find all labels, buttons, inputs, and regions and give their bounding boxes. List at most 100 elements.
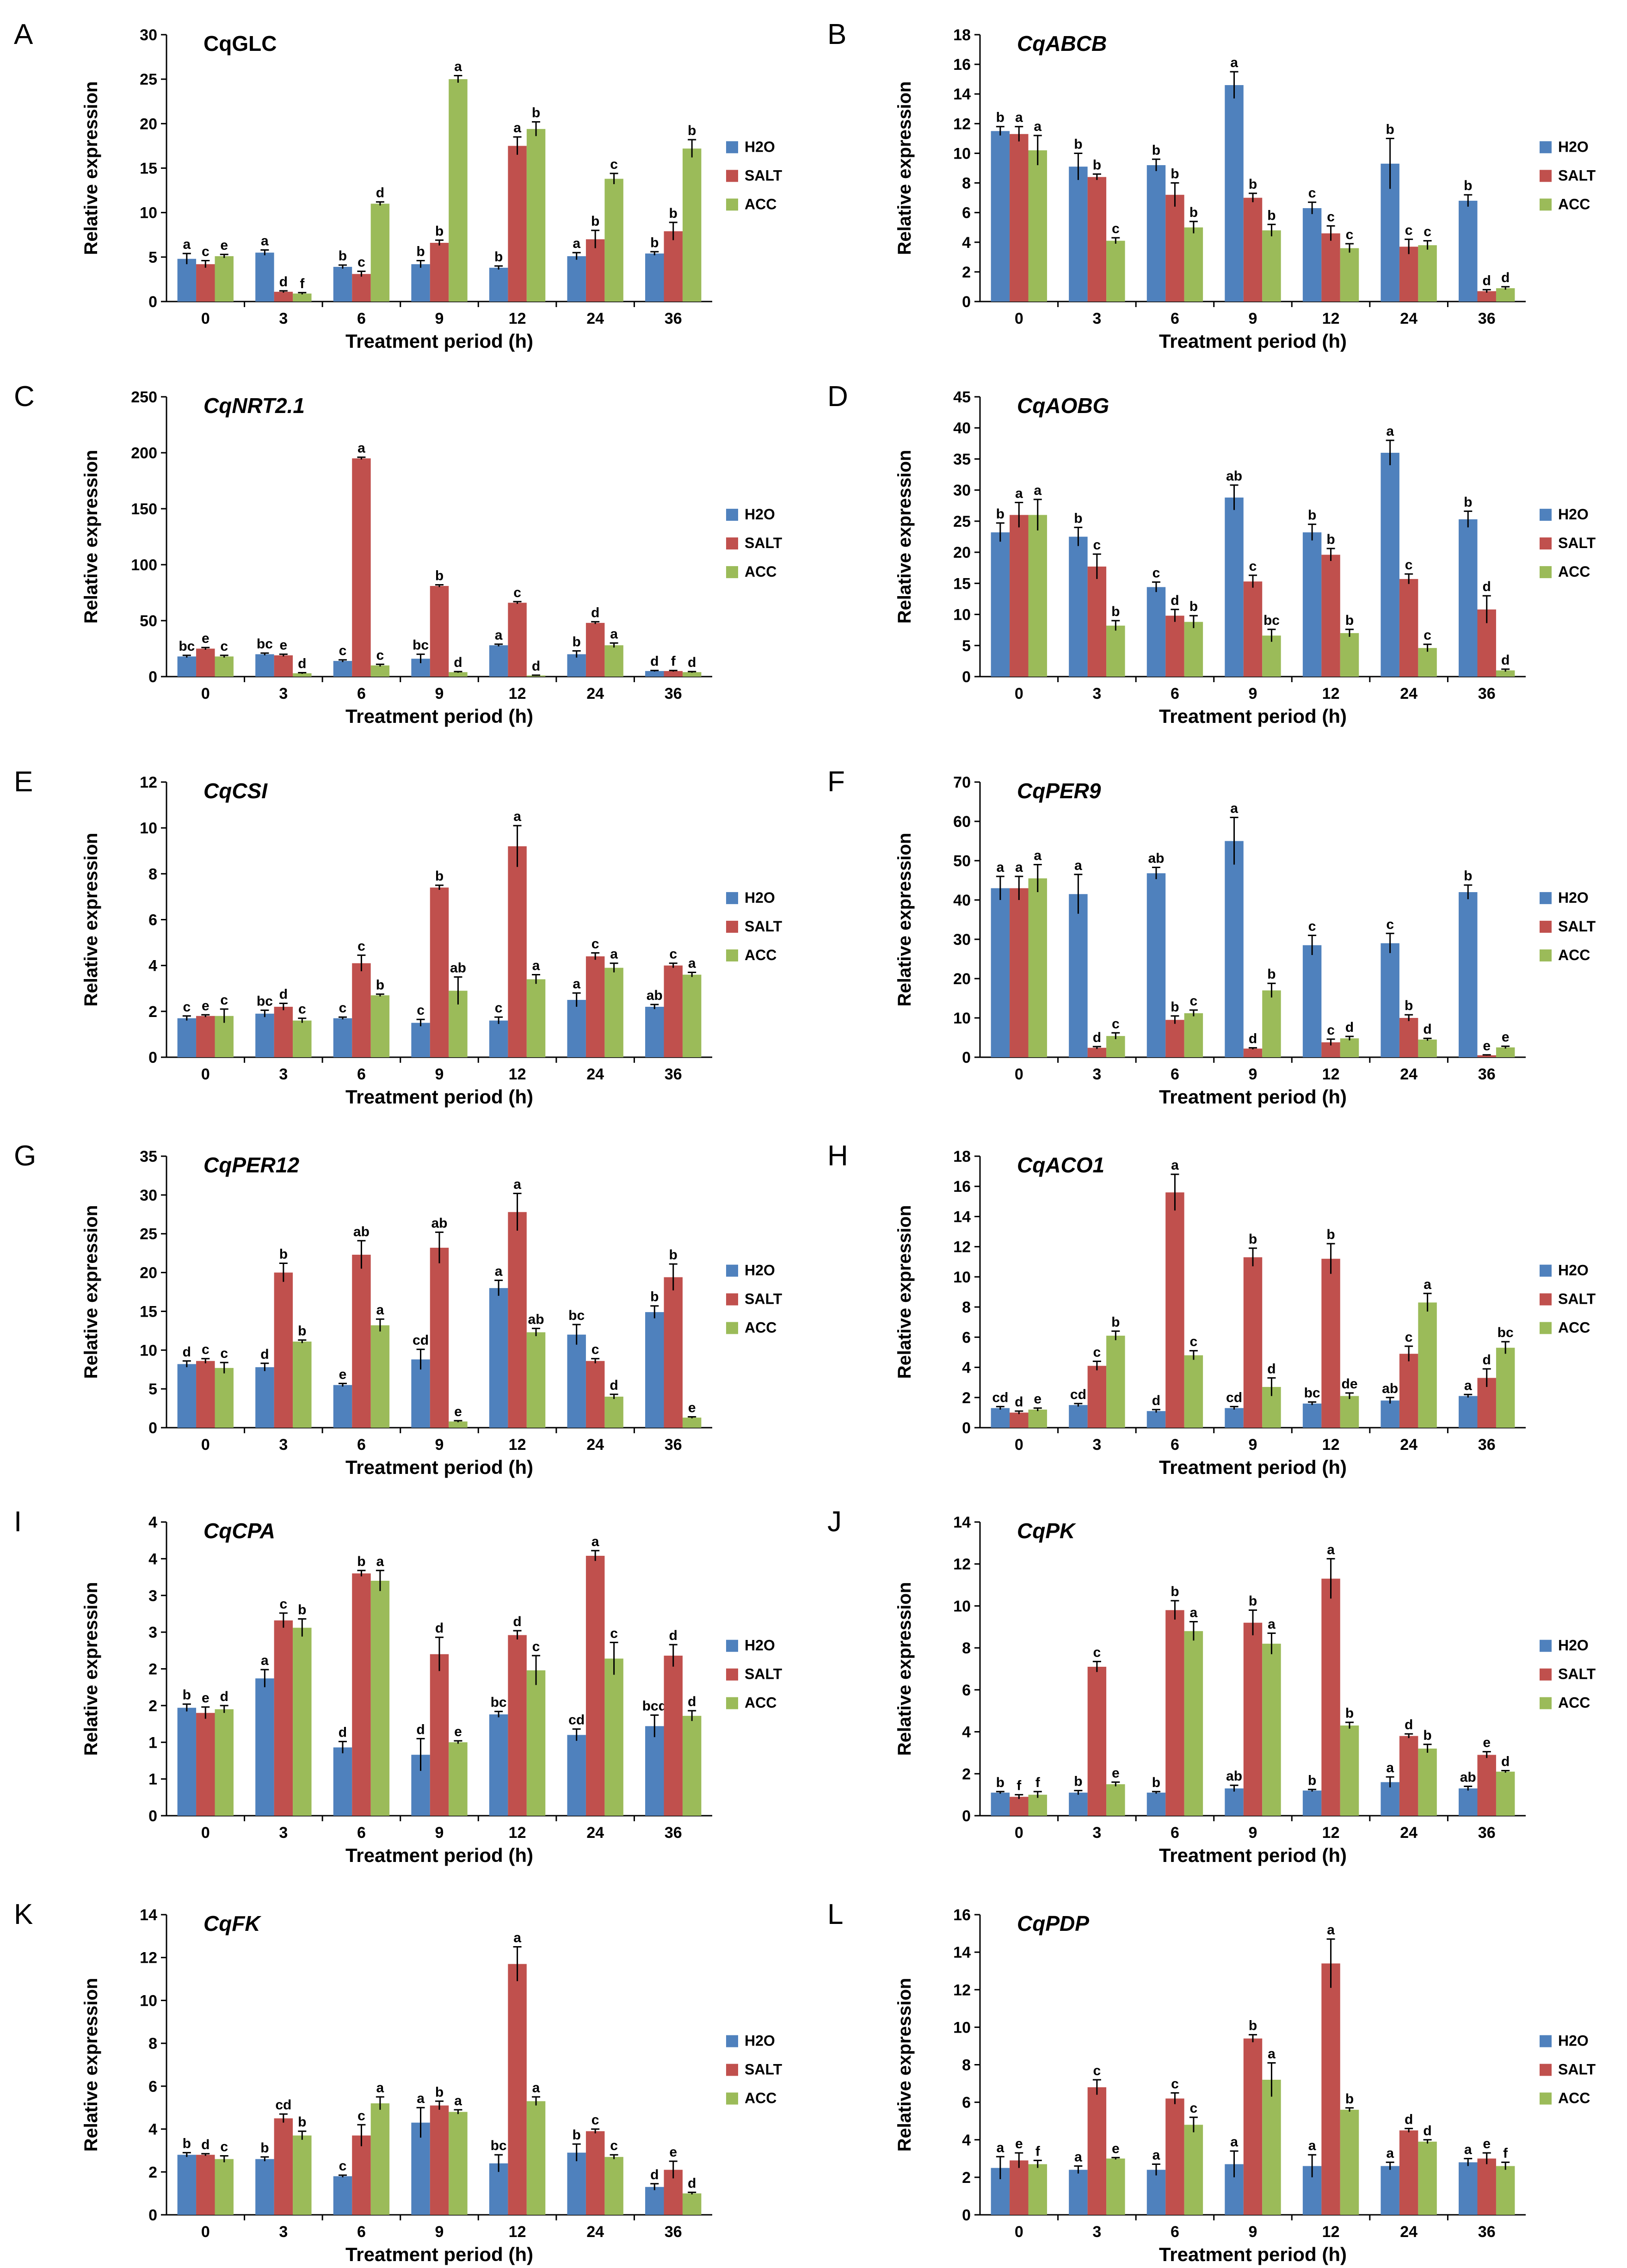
bar-salt-3 — [274, 655, 293, 677]
significance-letter-e: a — [513, 809, 521, 824]
bar-salt-0 — [196, 1016, 215, 1057]
significance-letter-i: bcd — [642, 1699, 667, 1714]
bar-acc-12 — [1340, 2109, 1359, 2215]
x-tick-label-f: 36 — [1478, 1066, 1496, 1083]
y-tick-label-l: 12 — [953, 1981, 971, 1999]
x-tick-label-h: 6 — [1171, 1436, 1179, 1454]
bar-salt-3 — [274, 1006, 293, 1057]
significance-letter-d: c — [1249, 559, 1257, 574]
significance-letter-k: b — [298, 2114, 306, 2130]
bar-h2o-12 — [1302, 1790, 1322, 1816]
bar-acc-9 — [449, 79, 468, 302]
bar-salt-36 — [664, 671, 683, 677]
y-tick-label-c: 200 — [131, 444, 157, 462]
legend-swatch-h2o — [726, 892, 738, 904]
bar-salt-12 — [508, 1964, 527, 2215]
bar-salt-24 — [1399, 579, 1418, 677]
significance-letter-l: d — [1423, 2123, 1431, 2139]
significance-letter-a: a — [261, 233, 269, 248]
x-tick-label-i: 3 — [279, 1824, 288, 1842]
bar-acc-36 — [1496, 2166, 1515, 2215]
bar-h2o-36 — [1459, 201, 1478, 302]
bar-acc-3 — [293, 1627, 312, 1816]
legend-label-h2o: H2O — [1558, 138, 1589, 155]
significance-letter-k: b — [573, 2127, 581, 2143]
legend-label-h2o: H2O — [745, 1262, 775, 1279]
bar-h2o-0 — [177, 2155, 197, 2215]
y-tick-label-h: 2 — [962, 1389, 971, 1407]
bar-acc-3 — [293, 1341, 312, 1428]
significance-letter-b: c — [1327, 210, 1335, 225]
bar-salt-9 — [1243, 1048, 1263, 1057]
bar-salt-3 — [1087, 177, 1107, 302]
significance-letter-b: b — [1189, 205, 1198, 220]
x-tick-label-j: 0 — [1015, 1824, 1023, 1842]
bar-salt-24 — [1399, 1354, 1418, 1428]
y-tick-label-i: 4 — [148, 1514, 157, 1531]
y-tick-label-d: 0 — [962, 668, 971, 686]
significance-letter-h: cd — [992, 1390, 1008, 1405]
x-tick-label-g: 0 — [201, 1436, 210, 1454]
y-axis-label-b: Relative expression — [894, 81, 915, 255]
significance-letter-f: b — [1267, 967, 1276, 982]
legend-swatch-acc — [726, 949, 738, 961]
significance-letter-g: e — [454, 1404, 462, 1419]
bar-salt-24 — [1399, 1736, 1418, 1816]
significance-letter-h: de — [1342, 1376, 1358, 1392]
legend-label-h2o: H2O — [1558, 2033, 1589, 2049]
significance-letter-h: b — [1326, 1227, 1335, 1242]
legend-swatch-salt — [726, 1668, 738, 1681]
y-tick-label-h: 0 — [962, 1419, 971, 1437]
x-tick-label-i: 6 — [357, 1824, 366, 1842]
significance-letter-h: b — [1249, 1232, 1257, 1247]
significance-letter-d: ab — [1226, 468, 1242, 484]
bar-acc-24 — [1418, 1748, 1437, 1816]
x-axis-label-b: Treatment period (h) — [1159, 330, 1347, 352]
x-tick-label-g: 9 — [435, 1436, 444, 1454]
significance-letter-l: a — [1152, 2147, 1160, 2163]
bar-acc-3 — [1106, 2158, 1125, 2215]
significance-letter-l: c — [1171, 2076, 1179, 2091]
significance-letter-j: b — [1423, 1728, 1431, 1743]
significance-letter-l: e — [1112, 2141, 1120, 2156]
y-tick-label-h: 12 — [953, 1239, 971, 1256]
bar-h2o-6 — [1146, 165, 1166, 302]
chart-title-g: CqPER12 — [203, 1153, 299, 1177]
y-tick-label-j: 0 — [962, 1807, 971, 1825]
x-axis-label-f: Treatment period (h) — [1159, 1086, 1347, 1108]
bar-acc-36 — [682, 1418, 702, 1428]
legend-label-salt: SALT — [745, 167, 783, 184]
x-axis-label-g: Treatment period (h) — [345, 1456, 533, 1478]
bar-salt-6 — [1165, 195, 1184, 302]
bar-acc-6 — [370, 203, 390, 302]
x-tick-label-c: 3 — [279, 685, 288, 703]
significance-letter-c: c — [220, 639, 228, 654]
significance-letter-e: c — [339, 1000, 347, 1016]
chart-title-h: CqACO1 — [1017, 1153, 1104, 1177]
legend-swatch-h2o — [726, 509, 738, 521]
significance-letter-d: c — [1093, 537, 1101, 553]
y-tick-label-d: 10 — [953, 606, 971, 624]
significance-letter-h: a — [1464, 1378, 1472, 1393]
significance-letter-c: a — [357, 441, 365, 456]
legend-swatch-acc — [1540, 1322, 1552, 1334]
bar-salt-6 — [1165, 616, 1184, 677]
significance-letter-j: a — [1190, 1605, 1198, 1620]
legend-swatch-h2o — [726, 2035, 738, 2047]
significance-letter-a: a — [454, 59, 462, 74]
y-tick-label-h: 8 — [962, 1299, 971, 1316]
y-tick-label-e: 10 — [140, 820, 157, 837]
x-tick-label-k: 3 — [279, 2223, 288, 2241]
y-tick-label-b: 6 — [962, 204, 971, 222]
y-tick-label-f: 40 — [953, 892, 971, 909]
bar-acc-36 — [1496, 1047, 1515, 1057]
x-tick-label-l: 9 — [1249, 2223, 1257, 2241]
x-tick-label-l: 36 — [1478, 2223, 1496, 2241]
x-tick-label-a: 3 — [279, 310, 288, 327]
bar-h2o-3 — [1069, 1405, 1088, 1428]
significance-letter-k: cd — [275, 2097, 291, 2113]
significance-letter-d: b — [1111, 604, 1120, 619]
legend-label-h2o: H2O — [745, 889, 775, 906]
